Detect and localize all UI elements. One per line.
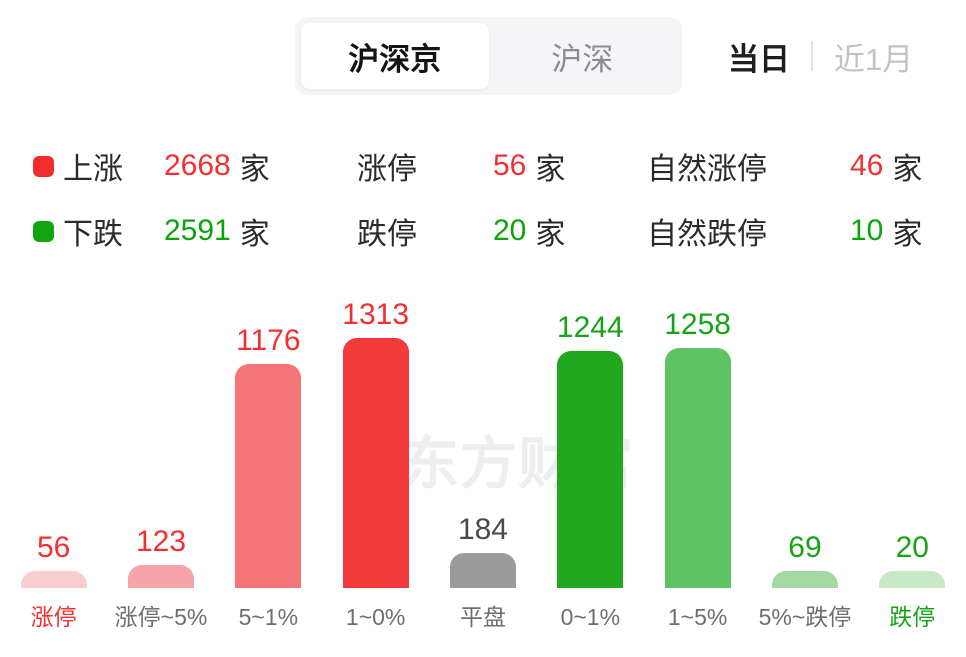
bar-value-label: 1176 (236, 324, 301, 357)
bar[interactable] (879, 571, 946, 588)
bar-value-label: 1258 (664, 308, 731, 341)
side-label: 上涨 (63, 153, 123, 186)
category-label: 5~1% (238, 604, 299, 630)
legend-cell: 56 家 (493, 144, 647, 188)
natural-limit-count: 10 (850, 214, 884, 247)
limit-count: 20 (493, 214, 527, 247)
limit-label: 跌停 (357, 218, 417, 251)
legend-cell: 2668 家 (164, 144, 357, 188)
legend-cell: 2591 家 (164, 209, 357, 253)
limit-count: 56 (493, 149, 527, 182)
bar[interactable] (127, 565, 194, 588)
market-scope-tabs: 沪深京 沪深 (295, 17, 682, 95)
bar-value-label: 184 (457, 513, 508, 546)
bar-column[interactable]: 1176 (215, 322, 322, 588)
category-labels-row: 涨停 涨停~5% 5~1% 1~0% 平盘 0~1% 1~5% 5%~跌停 跌停 (0, 602, 966, 632)
tab-1month[interactable]: 近1月 (834, 41, 914, 77)
tab-today[interactable]: 当日 (728, 41, 790, 77)
tab-hushen[interactable]: 沪深 (551, 41, 614, 77)
legend-cell: 46 家 (850, 144, 937, 188)
limit-label: 涨停 (357, 153, 417, 186)
side-count: 2668 (164, 149, 231, 182)
bar-value-label: 56 (36, 531, 71, 564)
natural-limit-count: 46 (850, 149, 884, 182)
tab-hushenjing[interactable]: 沪深京 (301, 23, 489, 89)
bar[interactable] (771, 571, 838, 588)
legend-cell: 下跌 (33, 209, 164, 253)
unit-label: 家 (239, 218, 270, 251)
natural-limit-label: 自然涨停 (647, 153, 767, 186)
legend-cell: 10 家 (850, 209, 937, 253)
legend-cell: 涨停 (357, 144, 493, 188)
side-label: 下跌 (63, 218, 123, 251)
unit-label: 家 (239, 153, 270, 186)
unit-label: 家 (892, 153, 923, 186)
bar-value-label: 69 (788, 531, 822, 564)
legend-cell: 跌停 (357, 209, 493, 253)
legend-cell: 自然跌停 (647, 209, 850, 253)
unit-label: 家 (535, 218, 566, 251)
summary-row: 上涨 2668 家涨停 56 家自然涨停 46 家 (33, 144, 937, 186)
side-count: 2591 (164, 214, 231, 247)
bar-value-label: 123 (135, 525, 187, 558)
category-label: 跌停 (889, 604, 936, 630)
bar-value-label: 1313 (342, 298, 410, 331)
bar[interactable] (342, 338, 409, 588)
bar-column[interactable]: 184 (429, 511, 536, 588)
bar[interactable] (664, 348, 731, 588)
bar-value-label: 1244 (556, 311, 624, 344)
bar-column[interactable]: 69 (751, 529, 858, 588)
divider (811, 41, 813, 71)
bar-column[interactable]: 1258 (644, 306, 751, 588)
category-label: 5%~跌停 (758, 604, 852, 630)
bar[interactable] (557, 351, 624, 588)
bar[interactable] (20, 571, 87, 588)
category-label: 1~0% (345, 604, 406, 630)
legend-swatch-icon (33, 155, 54, 177)
bar-column[interactable]: 123 (107, 523, 214, 588)
period-tabs: 当日 近1月 (728, 17, 913, 95)
bar-column[interactable]: 1244 (537, 309, 644, 588)
bar[interactable] (235, 364, 302, 588)
natural-limit-label: 自然跌停 (647, 218, 767, 251)
category-label: 平盘 (459, 604, 506, 630)
bar-column[interactable]: 20 (859, 529, 966, 588)
bar-column[interactable]: 56 (0, 529, 107, 588)
unit-label: 家 (535, 153, 566, 186)
distribution-bar-chart: 56 123 1176 1313 184 1244 1258 69 20 (0, 258, 966, 588)
category-label: 涨停~5% (114, 604, 208, 630)
legend-cell: 上涨 (33, 144, 164, 188)
category-label: 1~5% (667, 604, 728, 630)
bar[interactable] (449, 553, 516, 588)
legend-cell: 自然涨停 (647, 144, 850, 188)
summary-row: 下跌 2591 家跌停 20 家自然跌停 10 家 (33, 209, 937, 251)
bar-column[interactable]: 1313 (322, 296, 429, 588)
legend-cell: 20 家 (493, 209, 647, 253)
category-label: 涨停 (30, 604, 77, 630)
bar-value-label: 20 (895, 531, 929, 564)
summary-legend: 上涨 2668 家涨停 56 家自然涨停 46 家下跌 2591 家跌停 20 家自然跌停 10 家 (33, 144, 937, 274)
unit-label: 家 (892, 218, 923, 251)
category-label: 0~1% (560, 604, 621, 630)
legend-swatch-icon (33, 220, 54, 242)
